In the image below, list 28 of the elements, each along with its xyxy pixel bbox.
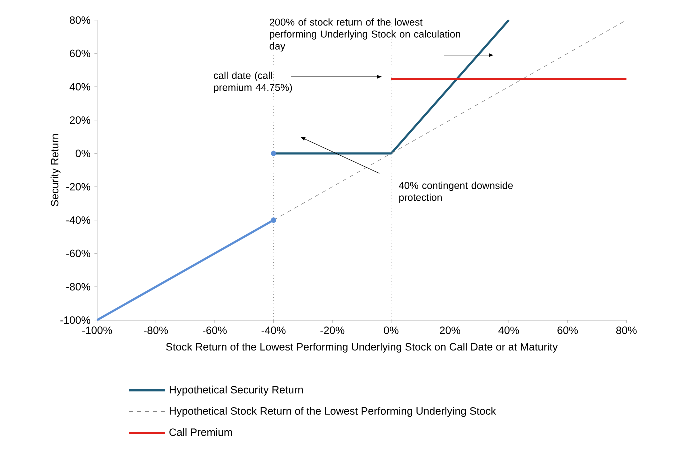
x-tick-label: -100% [82,326,112,334]
x-tick-label: -40% [262,326,286,334]
y-tick-label: 0% [76,150,90,158]
x-tick-label: -20% [320,326,345,334]
y-tick-label: -40% [66,216,90,224]
x-tick-label: 60% [558,326,578,334]
y-tick-label: 60% [70,50,90,58]
x-axis-title: Stock Return of the Lowest Performing Underlying Stock on Call Date or at Maturity [166,342,558,353]
x-tick-label: 80% [616,326,637,334]
legend-label: Call Premium [170,428,232,436]
legend-label: Hypothetical Stock Return of the Lowest Performing Underlying Stock [170,407,496,418]
annotation: 40% contingent downside protection [399,182,514,204]
y-tick-label: -80% [66,283,90,291]
y-tick-label: 20% [70,116,90,124]
y-axis-title: Security Return [50,134,61,206]
x-tick-label: 0% [384,326,399,334]
x-tick-label: 20% [440,326,460,334]
y-tick-label: 40% [70,83,90,91]
x-tick-label: 40% [498,326,520,334]
x-tick-label: -80% [144,326,168,334]
annotation: call date (call premium 44.75%) [214,72,292,94]
y-tick-label: -20% [66,183,90,191]
legend-label: Hypothetical Security Return [170,386,304,396]
x-tick-label: -60% [203,326,227,334]
y-tick-label: -100% [60,316,90,324]
y-tick-label: 80% [70,16,90,24]
annotation: 200% of stock return of the lowest performing Underlying Stock on calculation day [270,18,460,52]
y-tick-label: -60% [66,250,90,258]
